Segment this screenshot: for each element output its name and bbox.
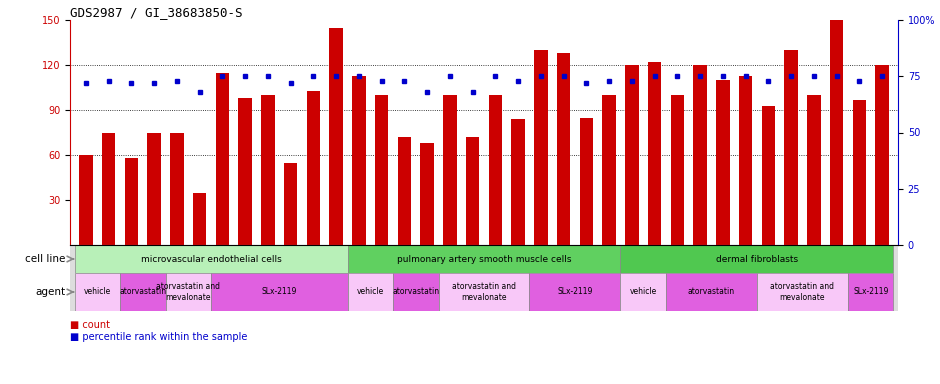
Bar [830, 20, 843, 245]
Text: atorvastatin: atorvastatin [392, 288, 439, 296]
Bar [620, 245, 893, 273]
Text: ■ percentile rank within the sample: ■ percentile rank within the sample [70, 332, 247, 342]
Text: SLx-2119: SLx-2119 [261, 288, 297, 296]
Bar [348, 273, 393, 311]
Text: atorvastatin and
mevalonate: atorvastatin and mevalonate [452, 282, 516, 302]
Bar [348, 245, 620, 273]
Bar [102, 132, 116, 245]
Text: atorvastatin and
mevalonate: atorvastatin and mevalonate [156, 282, 220, 302]
Bar [165, 273, 212, 311]
Text: cell line: cell line [24, 254, 65, 264]
Bar [716, 80, 729, 245]
Bar [74, 245, 348, 273]
Bar [534, 50, 548, 245]
Bar [261, 95, 274, 245]
Bar [284, 162, 297, 245]
Text: dermal fibroblasts: dermal fibroblasts [716, 255, 798, 263]
Text: SLx-2119: SLx-2119 [853, 288, 888, 296]
Bar [375, 95, 388, 245]
Bar [853, 99, 866, 245]
Bar [580, 118, 593, 245]
Bar [648, 62, 662, 245]
Text: microvascular endothelial cells: microvascular endothelial cells [141, 255, 281, 263]
Bar [215, 73, 229, 245]
Bar [212, 273, 348, 311]
Bar [666, 273, 757, 311]
Text: vehicle: vehicle [356, 288, 384, 296]
Text: GDS2987 / GI_38683850-S: GDS2987 / GI_38683850-S [70, 6, 243, 19]
Bar [420, 143, 434, 245]
Bar [757, 273, 848, 311]
Bar [807, 95, 821, 245]
Bar [694, 65, 707, 245]
Bar [443, 95, 457, 245]
Bar [438, 273, 529, 311]
Bar [239, 98, 252, 245]
Bar [193, 192, 207, 245]
Bar [620, 273, 666, 311]
Bar [466, 137, 479, 245]
Bar [306, 91, 321, 245]
Bar [670, 95, 684, 245]
Bar [761, 106, 776, 245]
Bar [529, 273, 620, 311]
Bar [511, 119, 525, 245]
Bar [556, 53, 571, 245]
Bar [739, 76, 752, 245]
Bar [848, 273, 893, 311]
Text: atorvastatin: atorvastatin [119, 288, 166, 296]
Bar [74, 273, 120, 311]
Text: vehicle: vehicle [84, 288, 111, 296]
Bar [79, 155, 93, 245]
Bar [875, 65, 889, 245]
Bar [125, 158, 138, 245]
Bar [329, 28, 343, 245]
Text: atorvastatin and
mevalonate: atorvastatin and mevalonate [771, 282, 835, 302]
Bar [120, 273, 165, 311]
Text: vehicle: vehicle [630, 288, 657, 296]
Text: SLx-2119: SLx-2119 [557, 288, 593, 296]
Bar [393, 273, 438, 311]
Text: ■ count: ■ count [70, 320, 110, 330]
Bar [170, 132, 183, 245]
Text: agent: agent [35, 287, 65, 297]
Bar [784, 50, 798, 245]
Bar [148, 132, 161, 245]
Bar [625, 65, 638, 245]
Bar [352, 76, 366, 245]
Text: pulmonary artery smooth muscle cells: pulmonary artery smooth muscle cells [397, 255, 572, 263]
Bar [603, 95, 616, 245]
Bar [398, 137, 411, 245]
Text: atorvastatin: atorvastatin [688, 288, 735, 296]
Bar [489, 95, 502, 245]
